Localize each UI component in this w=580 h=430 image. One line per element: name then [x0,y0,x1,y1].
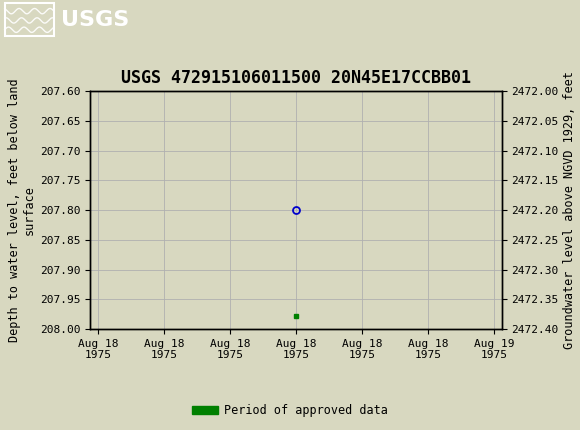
Y-axis label: Depth to water level, feet below land
surface: Depth to water level, feet below land su… [8,78,35,342]
Bar [5,3,54,37]
Text: USGS: USGS [61,10,129,30]
Y-axis label: Groundwater level above NGVD 1929, feet: Groundwater level above NGVD 1929, feet [563,71,576,349]
Legend: Period of approved data: Period of approved data [187,399,393,422]
Title: USGS 472915106011500 20N45E17CCBB01: USGS 472915106011500 20N45E17CCBB01 [121,69,471,87]
